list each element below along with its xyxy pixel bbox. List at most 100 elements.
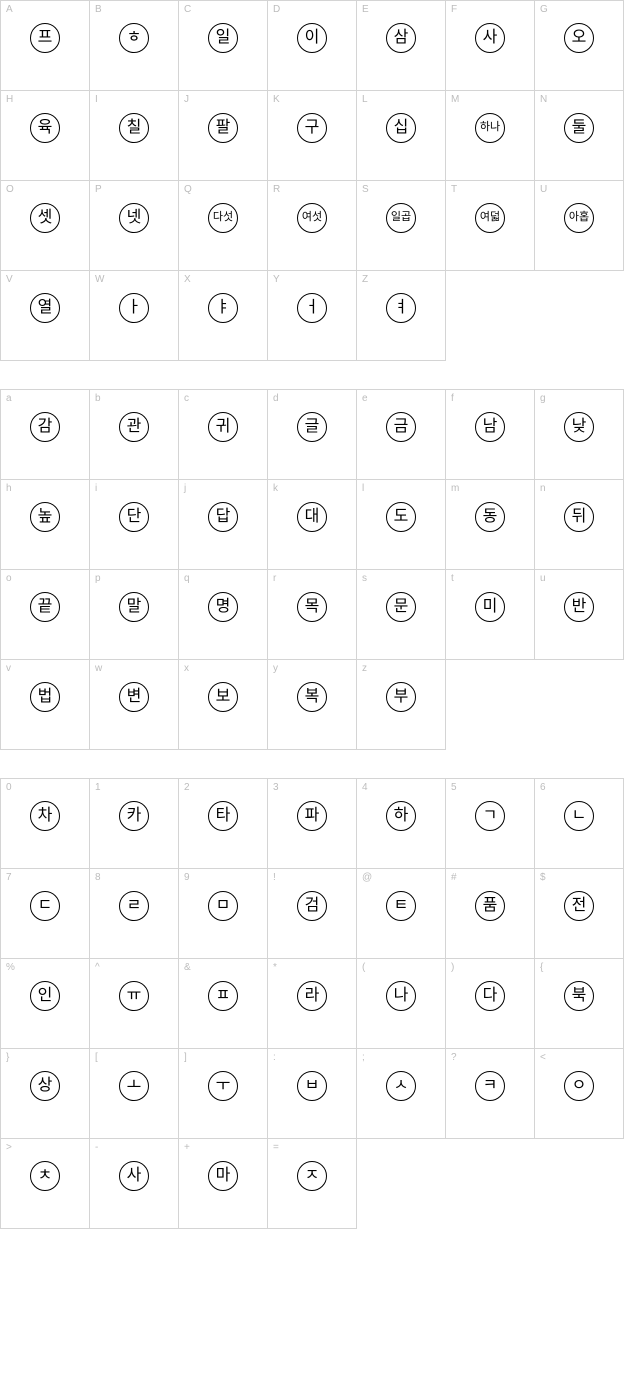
key-label: Q [184, 184, 192, 195]
glyph-circle: 마 [208, 1161, 238, 1191]
key-label: V [6, 274, 13, 285]
glyph-cell: o끝 [1, 570, 90, 660]
glyph-circle: 보 [208, 682, 238, 712]
key-label: A [6, 4, 13, 15]
glyph-cell: ^ㅠ [90, 959, 179, 1049]
glyph-circle: 남 [475, 412, 505, 442]
key-label: - [95, 1142, 98, 1153]
key-label: m [451, 483, 459, 494]
glyph-circle: 여섯 [297, 203, 327, 233]
glyph-circle: 하 [386, 801, 416, 831]
key-label: # [451, 872, 457, 883]
glyph-grid: a감b관c귀d글e금f남g낮h높i단j답k대l도m동n뒤o끝p말q명r목s문t미… [0, 389, 624, 750]
glyph-circle: 감 [30, 412, 60, 442]
glyph-circle: 셋 [30, 203, 60, 233]
key-label: x [184, 663, 189, 674]
key-label: 0 [6, 782, 12, 793]
glyph-cell: 8ㄹ [90, 869, 179, 959]
glyph-circle: 답 [208, 502, 238, 532]
glyph-circle: 말 [119, 592, 149, 622]
key-label: 8 [95, 872, 101, 883]
key-label: d [273, 393, 279, 404]
glyph-cell: ]ㅜ [179, 1049, 268, 1139]
glyph-circle: 단 [119, 502, 149, 532]
key-label: M [451, 94, 459, 105]
key-label: C [184, 4, 191, 15]
glyph-circle: ㅎ [119, 23, 149, 53]
glyph-circle: 열 [30, 293, 60, 323]
key-label: ] [184, 1052, 187, 1063]
glyph-circle: 동 [475, 502, 505, 532]
key-label: O [6, 184, 14, 195]
glyph-cell: &ㅍ [179, 959, 268, 1049]
key-label: G [540, 4, 548, 15]
glyph-circle: 사 [119, 1161, 149, 1191]
glyph-cell: @ㅌ [357, 869, 446, 959]
glyph-cell: 6ㄴ [535, 779, 624, 869]
glyph-cell: 4하 [357, 779, 446, 869]
glyph-circle: 삼 [386, 23, 416, 53]
key-label: T [451, 184, 457, 195]
glyph-circle: 라 [297, 981, 327, 1011]
key-label: Z [362, 274, 368, 285]
key-label: 1 [95, 782, 101, 793]
key-label: 5 [451, 782, 457, 793]
key-label: ; [362, 1052, 365, 1063]
glyph-circle: 나 [386, 981, 416, 1011]
glyph-circle: 이 [297, 23, 327, 53]
key-label: c [184, 393, 189, 404]
key-label: : [273, 1052, 276, 1063]
glyph-cell: *라 [268, 959, 357, 1049]
glyph-section: 0차1카2타3파4하5ㄱ6ㄴ7ㄷ8ㄹ9ㅁ!검@ㅌ#품$전%인^ㅠ&ㅍ*라(나)다… [0, 778, 640, 1229]
glyph-cell: !검 [268, 869, 357, 959]
glyph-circle: 법 [30, 682, 60, 712]
key-label: i [95, 483, 97, 494]
key-label: 7 [6, 872, 12, 883]
glyph-circle: 문 [386, 592, 416, 622]
key-label: p [95, 573, 101, 584]
key-label: q [184, 573, 190, 584]
glyph-cell: [ㅗ [90, 1049, 179, 1139]
glyph-cell: 7ㄷ [1, 869, 90, 959]
key-label: g [540, 393, 546, 404]
glyph-circle: ㄴ [564, 801, 594, 831]
key-label: a [6, 393, 12, 404]
glyph-cell: d글 [268, 390, 357, 480]
key-label: @ [362, 872, 372, 883]
glyph-circle: 대 [297, 502, 327, 532]
glyph-circle: ㅅ [386, 1071, 416, 1101]
key-label: k [273, 483, 278, 494]
glyph-cell: >ㅊ [1, 1139, 90, 1229]
glyph-circle: 넷 [119, 203, 149, 233]
key-label: s [362, 573, 367, 584]
key-label: > [6, 1142, 12, 1153]
glyph-cell: h높 [1, 480, 90, 570]
glyph-cell: L십 [357, 91, 446, 181]
glyph-cell: r목 [268, 570, 357, 660]
glyph-cell: Q다섯 [179, 181, 268, 271]
key-label: E [362, 4, 369, 15]
glyph-circle: 하나 [475, 113, 505, 143]
glyph-circle: 품 [475, 891, 505, 921]
glyph-cell: A프 [1, 1, 90, 91]
glyph-circle: 여덟 [475, 203, 505, 233]
glyph-cell: <ㅇ [535, 1049, 624, 1139]
glyph-circle: 뒤 [564, 502, 594, 532]
glyph-circle: 구 [297, 113, 327, 143]
glyph-cell: Xㅑ [179, 271, 268, 361]
glyph-circle: ㅍ [208, 981, 238, 1011]
glyph-cell: M 하나 [446, 91, 535, 181]
glyph-cell: n뒤 [535, 480, 624, 570]
key-label: 4 [362, 782, 368, 793]
glyph-cell: z부 [357, 660, 446, 750]
key-label: o [6, 573, 12, 584]
glyph-circle: ㅑ [208, 293, 238, 323]
glyph-circle: 육 [30, 113, 60, 143]
glyph-circle: ㅕ [386, 293, 416, 323]
glyph-cell: a감 [1, 390, 90, 480]
glyph-cell: Bㅎ [90, 1, 179, 91]
glyph-circle: 오 [564, 23, 594, 53]
glyph-circle: 팔 [208, 113, 238, 143]
glyph-cell: ;ㅅ [357, 1049, 446, 1139]
key-label: I [95, 94, 98, 105]
